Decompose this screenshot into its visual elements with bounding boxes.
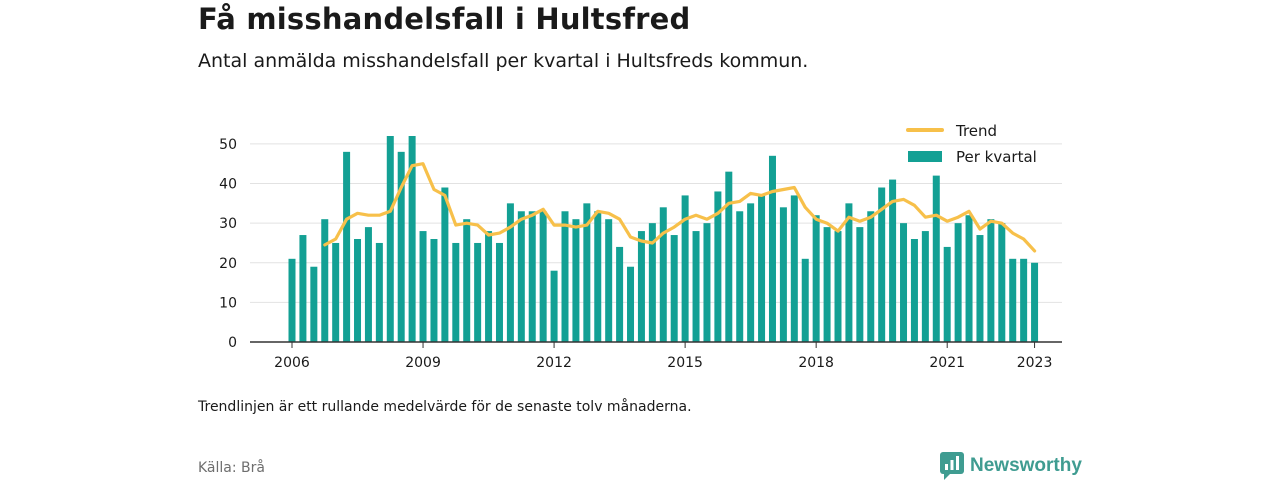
bar (539, 211, 547, 342)
y-tick-label: 0 (228, 335, 237, 351)
bar (714, 191, 722, 342)
bar (834, 231, 842, 342)
bar (976, 235, 984, 342)
bar (616, 246, 624, 342)
bar (910, 239, 918, 342)
bar (900, 223, 908, 342)
x-tick-label: 2023 (1017, 355, 1053, 371)
bar (419, 231, 427, 342)
bar (288, 258, 296, 342)
bar (889, 179, 897, 342)
bar (692, 231, 700, 342)
bar (725, 171, 733, 342)
x-tick-label: 2021 (929, 355, 965, 371)
bar (594, 211, 602, 342)
x-tick-label: 2009 (405, 355, 441, 371)
bar (354, 239, 362, 342)
bar (386, 136, 394, 342)
bar (943, 246, 951, 342)
chart-subtitle: Antal anmälda misshandelsfall per kvarta… (198, 50, 809, 72)
source-label: Källa: Brå (198, 460, 265, 476)
bar (474, 242, 482, 342)
bar (627, 266, 635, 342)
bar (430, 239, 438, 342)
legend-trend-label: Trend (955, 122, 997, 140)
bar (463, 219, 471, 342)
trend-series (323, 162, 1037, 253)
bar (758, 195, 766, 342)
bar (648, 223, 656, 342)
bar (878, 187, 886, 342)
bar (856, 227, 864, 342)
bar (932, 175, 940, 342)
bar (637, 231, 645, 342)
bar (452, 242, 460, 342)
brand-logo[interactable]: Newsworthy (940, 452, 1082, 480)
bar (310, 266, 318, 342)
bar (954, 223, 962, 342)
bar-series (288, 136, 1039, 342)
bar (921, 231, 929, 342)
bar (572, 219, 580, 342)
bar (397, 151, 405, 342)
bar (550, 270, 558, 342)
y-tick-label: 40 (219, 177, 237, 193)
bar (670, 235, 678, 342)
bar (583, 203, 591, 342)
bar (332, 242, 340, 342)
bar (747, 203, 755, 342)
y-tick-label: 50 (219, 137, 237, 153)
bar (681, 195, 689, 342)
newsworthy-logo-icon (940, 452, 964, 480)
y-tick-label: 30 (219, 216, 237, 232)
y-tick-label: 20 (219, 256, 237, 272)
bar (343, 151, 351, 342)
bar (736, 211, 744, 342)
legend-bar-swatch (908, 151, 942, 162)
bar (703, 223, 711, 342)
bar (441, 187, 449, 342)
brand-name: Newsworthy (970, 455, 1082, 476)
chart-title: Få misshandelsfall i Hultsfred (198, 2, 691, 36)
bar (485, 231, 493, 342)
bar (299, 235, 307, 342)
chart-note: Trendlinjen är ett rullande medelvärde f… (198, 399, 692, 415)
bar (812, 215, 820, 342)
legend: Trend Per kvartal (906, 122, 1037, 166)
axes: 0 10 20 30 40 50 2006 2009 2012 2015 2018 2021 2023 (219, 137, 1062, 371)
bar (1031, 262, 1039, 342)
bar (495, 242, 503, 342)
bar (768, 155, 776, 342)
bar (408, 136, 416, 342)
trend-line (323, 162, 1037, 253)
bar (321, 219, 329, 342)
bar (605, 219, 613, 342)
bar (375, 242, 383, 342)
y-tick-label: 10 (219, 295, 237, 311)
bar (561, 211, 569, 342)
bar (823, 227, 831, 342)
bar (1009, 258, 1017, 342)
bar (517, 211, 525, 342)
bar (790, 195, 798, 342)
bar (965, 215, 973, 342)
legend-bar-label: Per kvartal (956, 148, 1037, 166)
x-tick-label: 2006 (274, 355, 310, 371)
bar (779, 207, 787, 342)
x-tick-label: 2012 (536, 355, 572, 371)
bar (987, 219, 995, 342)
bar (867, 211, 875, 342)
x-tick-label: 2018 (798, 355, 834, 371)
bar (801, 258, 809, 342)
bar (998, 223, 1006, 342)
bar (506, 203, 514, 342)
bar (364, 227, 372, 342)
x-tick-label: 2015 (667, 355, 703, 371)
bar (1020, 258, 1028, 342)
bar (659, 207, 667, 342)
bar (528, 211, 536, 342)
bar (845, 203, 853, 342)
